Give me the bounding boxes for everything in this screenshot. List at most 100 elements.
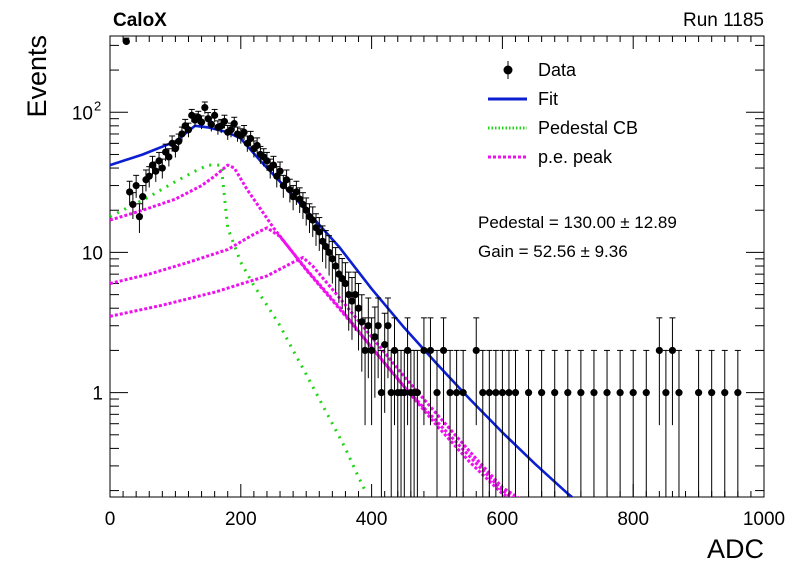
x-tick-label: 0 bbox=[105, 509, 116, 530]
data-point bbox=[364, 322, 372, 330]
data-point bbox=[328, 255, 336, 263]
data-point bbox=[695, 389, 703, 397]
data-point bbox=[351, 291, 359, 299]
data-point bbox=[708, 389, 716, 397]
data-point bbox=[309, 216, 317, 224]
data-point bbox=[485, 389, 493, 397]
data-point bbox=[126, 188, 134, 196]
data-point bbox=[315, 228, 323, 236]
data-point bbox=[148, 161, 157, 169]
data-point bbox=[165, 153, 173, 161]
data-point bbox=[282, 176, 291, 184]
data-point bbox=[145, 172, 153, 180]
data-point bbox=[413, 389, 421, 397]
x-tick-label: 800 bbox=[617, 509, 649, 530]
data-point bbox=[354, 304, 363, 312]
data-point bbox=[220, 117, 229, 126]
data-point bbox=[122, 37, 130, 46]
data-point bbox=[390, 346, 399, 355]
data-point bbox=[524, 389, 533, 397]
data-point bbox=[655, 346, 663, 355]
data-point bbox=[472, 346, 480, 355]
data-point bbox=[253, 141, 261, 150]
data-point bbox=[325, 248, 333, 257]
data-point bbox=[439, 346, 448, 355]
y-tick-label: 1 bbox=[92, 384, 103, 405]
data-point bbox=[263, 157, 271, 165]
data-point bbox=[135, 213, 144, 221]
y-axis-label: Events bbox=[22, 35, 52, 118]
data-point bbox=[171, 145, 179, 153]
pedestal-cb-curve bbox=[110, 163, 367, 492]
legend-label: Fit bbox=[538, 89, 558, 109]
data-point bbox=[721, 389, 729, 397]
data-point bbox=[642, 389, 650, 397]
data-point bbox=[551, 389, 559, 397]
legend-label: Pedestal CB bbox=[538, 118, 638, 138]
data-point bbox=[332, 262, 340, 270]
data-point bbox=[368, 346, 376, 355]
legend-label: p.e. peak bbox=[538, 147, 613, 167]
data-point bbox=[230, 120, 238, 128]
data-point bbox=[629, 389, 637, 397]
data-point bbox=[459, 389, 467, 397]
data-point bbox=[279, 181, 287, 190]
data-point bbox=[207, 120, 215, 128]
data-point bbox=[139, 193, 147, 201]
data-point bbox=[387, 389, 395, 397]
data-point bbox=[201, 103, 209, 112]
data-point bbox=[453, 389, 461, 397]
data-point bbox=[302, 206, 310, 214]
data-point bbox=[381, 341, 389, 349]
data-point bbox=[426, 346, 435, 355]
legend-data-marker bbox=[503, 65, 513, 75]
x-tick-label: 200 bbox=[225, 509, 257, 530]
data-point bbox=[616, 389, 624, 397]
data-point bbox=[505, 389, 513, 397]
data-point bbox=[511, 389, 520, 397]
data-point bbox=[403, 346, 412, 355]
data-point bbox=[322, 243, 330, 251]
data-point bbox=[152, 167, 160, 175]
data-point bbox=[668, 346, 677, 355]
data-point bbox=[420, 346, 428, 355]
x-tick-label: 1000 bbox=[743, 509, 785, 530]
data-point bbox=[734, 389, 742, 397]
data-point bbox=[590, 389, 598, 397]
data-point bbox=[479, 389, 487, 397]
data-point bbox=[132, 181, 140, 190]
data-point bbox=[341, 279, 350, 288]
data-point bbox=[446, 389, 454, 397]
data-point bbox=[433, 389, 441, 397]
data-point bbox=[361, 346, 369, 355]
data-point bbox=[292, 188, 300, 196]
data-point bbox=[175, 137, 183, 145]
x-tick-label: 600 bbox=[487, 509, 519, 530]
pedestal-fit-result: Pedestal = 130.00 ± 12.89 bbox=[478, 213, 677, 232]
data-point bbox=[296, 195, 304, 203]
data-point bbox=[564, 389, 572, 397]
data-point bbox=[603, 389, 611, 397]
data-point bbox=[227, 126, 235, 134]
data-point bbox=[662, 389, 670, 397]
y-tick-label-exponent: 2 bbox=[94, 98, 101, 113]
data-point bbox=[211, 111, 219, 119]
chart-title-right: Run 1185 bbox=[683, 10, 764, 31]
x-axis-label: ADC bbox=[707, 534, 764, 564]
data-point bbox=[197, 118, 206, 126]
data-point bbox=[400, 389, 408, 397]
data-point bbox=[269, 161, 278, 169]
data-point bbox=[384, 322, 392, 330]
data-point bbox=[371, 333, 379, 341]
data-point bbox=[675, 389, 683, 397]
data-point bbox=[240, 128, 248, 136]
data-point bbox=[168, 139, 176, 147]
data-point bbox=[348, 297, 356, 305]
data-point bbox=[358, 318, 366, 326]
data-point bbox=[538, 389, 546, 397]
data-point bbox=[374, 322, 382, 330]
data-point bbox=[377, 389, 386, 397]
data-point bbox=[129, 200, 137, 209]
chart-title-left: CaloX bbox=[113, 10, 167, 31]
